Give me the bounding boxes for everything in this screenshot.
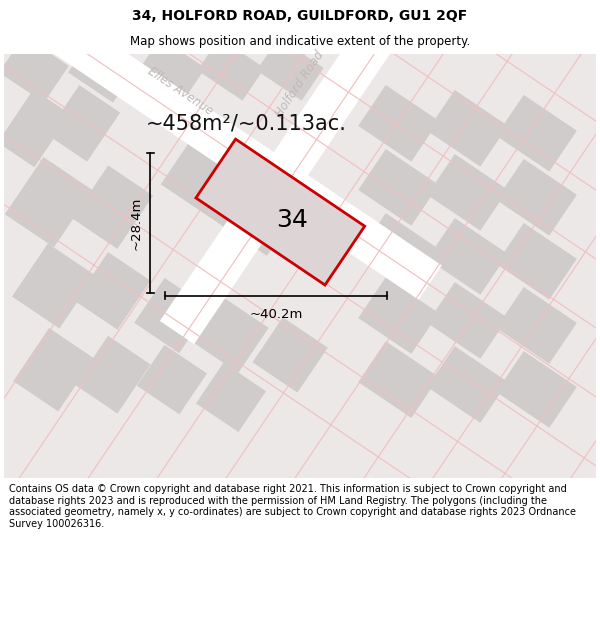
- Polygon shape: [358, 213, 439, 290]
- Polygon shape: [13, 328, 94, 411]
- Text: Holford Road: Holford Road: [273, 48, 327, 119]
- Polygon shape: [75, 252, 151, 330]
- Polygon shape: [139, 38, 205, 101]
- Polygon shape: [161, 119, 311, 256]
- Text: 34, HOLFORD ROAD, GUILDFORD, GU1 2QF: 34, HOLFORD ROAD, GUILDFORD, GU1 2QF: [133, 9, 467, 23]
- Polygon shape: [196, 139, 365, 285]
- Text: 34: 34: [276, 208, 308, 232]
- Polygon shape: [496, 159, 577, 236]
- Text: Elles Avenue: Elles Avenue: [145, 64, 215, 118]
- Polygon shape: [0, 36, 69, 103]
- Polygon shape: [358, 85, 439, 162]
- Polygon shape: [75, 336, 151, 414]
- Polygon shape: [496, 95, 577, 171]
- Polygon shape: [496, 351, 577, 428]
- Polygon shape: [496, 287, 577, 364]
- Polygon shape: [358, 341, 439, 418]
- Polygon shape: [68, 36, 138, 103]
- Polygon shape: [46, 85, 120, 162]
- Polygon shape: [427, 282, 508, 359]
- Polygon shape: [73, 166, 153, 249]
- Polygon shape: [160, 0, 470, 344]
- Text: ~40.2m: ~40.2m: [249, 308, 302, 321]
- Text: Map shows position and indicative extent of the property.: Map shows position and indicative extent…: [130, 36, 470, 48]
- Polygon shape: [196, 362, 266, 432]
- Polygon shape: [0, 0, 442, 300]
- Polygon shape: [197, 38, 265, 101]
- Polygon shape: [137, 345, 207, 414]
- Polygon shape: [358, 278, 439, 354]
- Polygon shape: [134, 278, 209, 353]
- Polygon shape: [427, 90, 508, 167]
- Polygon shape: [257, 38, 323, 101]
- Text: ~458m²/~0.113ac.: ~458m²/~0.113ac.: [145, 113, 346, 133]
- Polygon shape: [496, 223, 577, 299]
- Polygon shape: [427, 346, 508, 423]
- Polygon shape: [358, 149, 439, 226]
- Text: ~28.4m: ~28.4m: [130, 196, 143, 249]
- Polygon shape: [193, 298, 269, 373]
- Text: Contains OS data © Crown copyright and database right 2021. This information is : Contains OS data © Crown copyright and d…: [9, 484, 576, 529]
- Polygon shape: [5, 157, 92, 248]
- Polygon shape: [0, 89, 70, 168]
- Polygon shape: [253, 318, 328, 392]
- Polygon shape: [12, 243, 95, 329]
- Polygon shape: [427, 218, 508, 295]
- Polygon shape: [427, 154, 508, 231]
